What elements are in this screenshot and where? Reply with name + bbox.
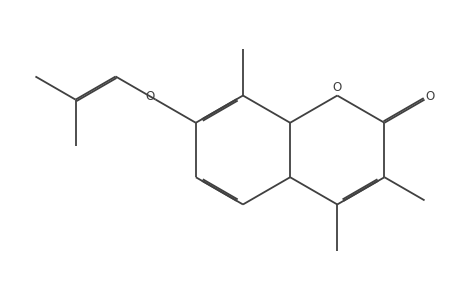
Text: O: O xyxy=(145,90,154,103)
Text: O: O xyxy=(425,90,434,103)
Text: O: O xyxy=(332,81,341,94)
